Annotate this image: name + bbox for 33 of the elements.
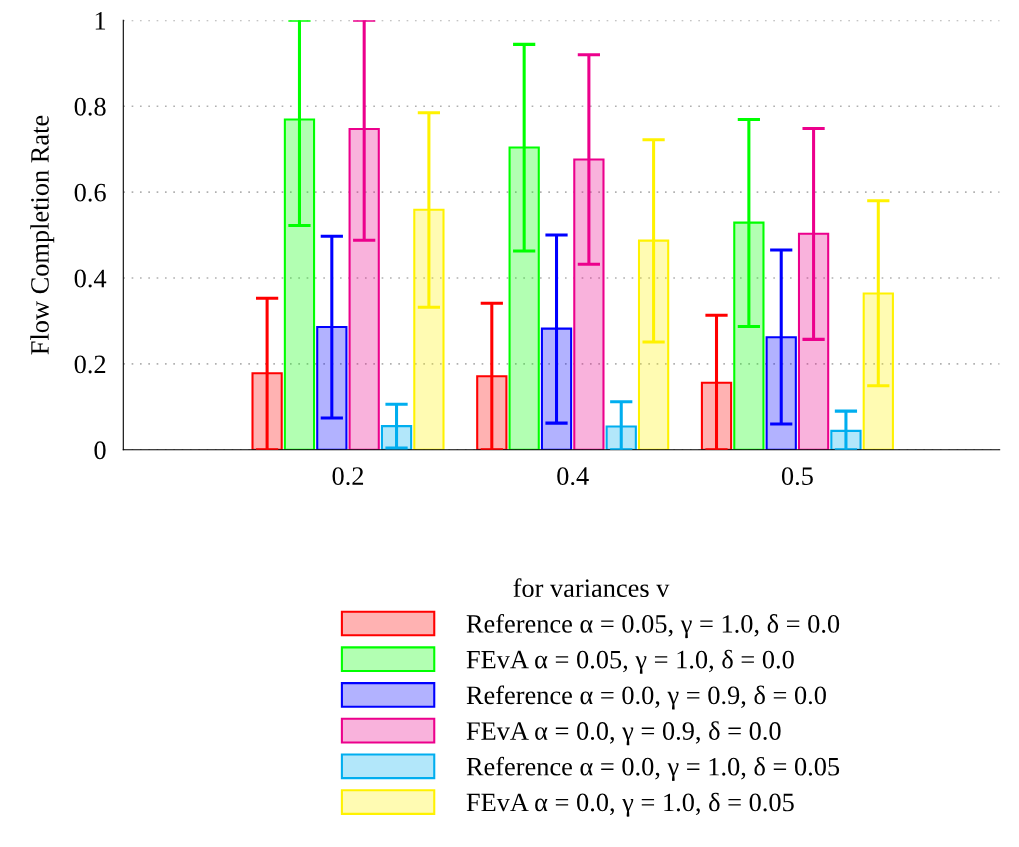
bar xyxy=(765,336,797,450)
bar xyxy=(637,239,670,450)
bar xyxy=(508,146,540,450)
bar xyxy=(573,158,605,450)
y-axis-title: Flow Completion Rate xyxy=(30,115,55,355)
y-tick-label: 0.6 xyxy=(74,183,106,202)
legend-label: FEvA α = 0.0, γ = 1.0, δ = 0.05 xyxy=(466,792,794,817)
bar xyxy=(251,372,283,450)
legend-label: Reference α = 0.0, γ = 0.9, δ = 0.0 xyxy=(466,685,826,710)
y-tick-label: 0.4 xyxy=(74,269,107,288)
legend-label: Reference α = 0.0, γ = 1.0, δ = 0.05 xyxy=(466,756,840,781)
x-tick-label: 0.4 xyxy=(557,467,589,486)
y-tick-label: 0 xyxy=(94,441,106,460)
bar xyxy=(540,327,573,450)
bar xyxy=(797,232,830,450)
x-tick-label: 0.5 xyxy=(781,467,813,486)
y-tick-label: 0.8 xyxy=(74,97,106,116)
legend-title: for variances v xyxy=(513,578,670,598)
bar xyxy=(700,381,733,450)
legend-label: FEvA α = 0.05, γ = 1.0, δ = 0.0 xyxy=(466,649,794,674)
bar xyxy=(348,127,380,450)
bar xyxy=(830,429,862,450)
legend-label: Reference α = 0.05, γ = 1.0, δ = 0.0 xyxy=(466,613,840,639)
legend-label: FEvA α = 0.0, γ = 0.9, δ = 0.0 xyxy=(466,721,781,746)
bar xyxy=(862,292,894,450)
bar xyxy=(733,221,765,450)
bar xyxy=(283,118,316,450)
bar xyxy=(316,325,348,450)
bar xyxy=(413,208,445,450)
bar xyxy=(476,375,508,450)
y-tick-label: 0.2 xyxy=(74,355,106,374)
y-tick-label: 1 xyxy=(95,12,106,30)
x-tick-label: 0.2 xyxy=(332,467,364,486)
